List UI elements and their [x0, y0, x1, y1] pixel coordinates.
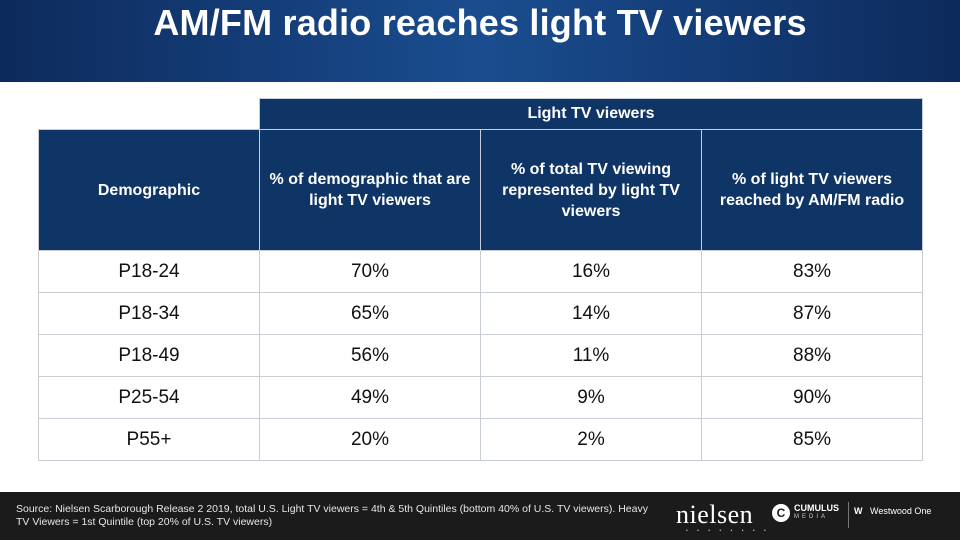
- blank-corner: [38, 98, 260, 130]
- table-row: P18-34 65% 14% 87%: [38, 292, 924, 335]
- value-cell: 65%: [259, 292, 481, 335]
- value-cell: 20%: [259, 418, 481, 461]
- demographic-cell: P18-49: [38, 334, 260, 377]
- cumulus-logo-sub: MEDIA: [794, 514, 829, 520]
- table-row: P18-24 70% 16% 83%: [38, 250, 924, 293]
- value-cell: 90%: [700, 376, 924, 419]
- column-header-row: Demographic % of demographic that are li…: [38, 129, 924, 251]
- data-table: Light TV viewers Demographic % of demogr…: [38, 98, 924, 461]
- table-row: P25-54 49% 9% 90%: [38, 376, 924, 419]
- value-cell: 16%: [480, 250, 702, 293]
- demographic-cell: P55+: [38, 418, 260, 461]
- page-title: AM/FM radio reaches light TV viewers: [153, 2, 807, 43]
- column-header-pct-light: % of demographic that are light TV viewe…: [259, 129, 481, 251]
- logo-divider: [848, 502, 849, 528]
- group-header: Light TV viewers: [258, 98, 924, 130]
- group-header-row: Light TV viewers: [38, 98, 924, 130]
- column-header-pct-viewing: % of total TV viewing represented by lig…: [480, 129, 702, 251]
- value-cell: 14%: [480, 292, 702, 335]
- column-header-pct-reached: % of light TV viewers reached by AM/FM r…: [700, 129, 924, 251]
- value-cell: 87%: [700, 292, 924, 335]
- title-banner: AM/FM radio reaches light TV viewers: [0, 0, 960, 82]
- nielsen-logo-underline: • • • • • • • •: [686, 528, 770, 534]
- value-cell: 9%: [480, 376, 702, 419]
- table-row: P18-49 56% 11% 88%: [38, 334, 924, 377]
- value-cell: 11%: [480, 334, 702, 377]
- table-row: P55+ 20% 2% 85%: [38, 418, 924, 461]
- demographic-cell: P25-54: [38, 376, 260, 419]
- footer-bar: Source: Nielsen Scarborough Release 2 20…: [0, 492, 960, 540]
- value-cell: 70%: [259, 250, 481, 293]
- value-cell: 49%: [259, 376, 481, 419]
- nielsen-logo: nielsen: [676, 500, 754, 529]
- source-note: Source: Nielsen Scarborough Release 2 20…: [16, 503, 648, 528]
- value-cell: 85%: [700, 418, 924, 461]
- cumulus-logo: CUMULUS: [794, 503, 839, 513]
- value-cell: 88%: [700, 334, 924, 377]
- value-cell: 56%: [259, 334, 481, 377]
- column-header-demographic: Demographic: [38, 129, 260, 251]
- value-cell: 83%: [700, 250, 924, 293]
- value-cell: 2%: [480, 418, 702, 461]
- westwood-one-logo-icon: W: [854, 506, 863, 516]
- westwood-one-logo: Westwood One: [870, 506, 932, 516]
- demographic-cell: P18-34: [38, 292, 260, 335]
- demographic-cell: P18-24: [38, 250, 260, 293]
- cumulus-logo-icon: C: [772, 504, 790, 522]
